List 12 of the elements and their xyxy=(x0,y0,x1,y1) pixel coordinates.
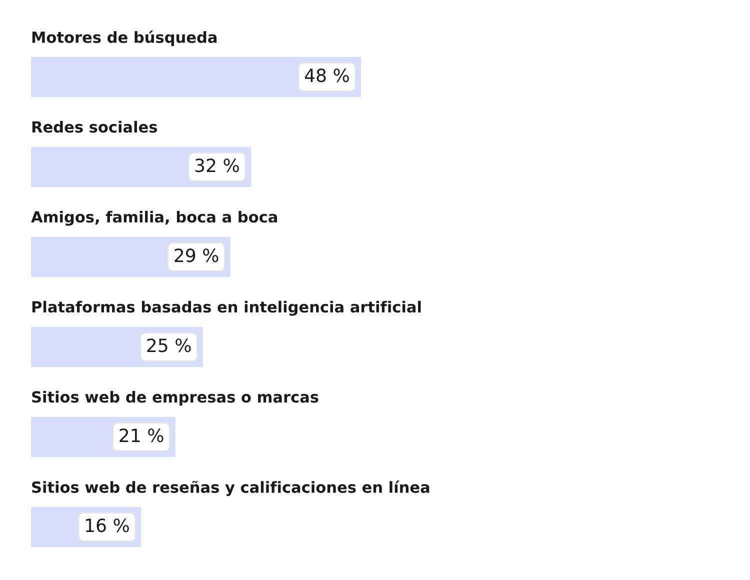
data-label: 21 % xyxy=(120,428,164,442)
data-label: 16 % xyxy=(86,518,129,532)
y-tick-label: Amigos, familia, boca a boca xyxy=(31,210,277,226)
data-label: 25 % xyxy=(147,338,191,352)
data-label: 48 % xyxy=(304,68,349,82)
y-tick-label: Plataformas basadas en inteligencia artificial xyxy=(32,300,421,316)
data-label: 32 % xyxy=(195,158,239,172)
y-tick-label: Sitios web de reseñas y calificaciones en línea xyxy=(32,480,430,496)
y-tick-label: Sitios web de empresas o marcas xyxy=(32,390,318,406)
y-tick-label: Redes sociales xyxy=(32,120,157,133)
y-tick-label: Motores de búsqueda xyxy=(32,30,217,46)
data-label: 29 % xyxy=(174,248,218,262)
